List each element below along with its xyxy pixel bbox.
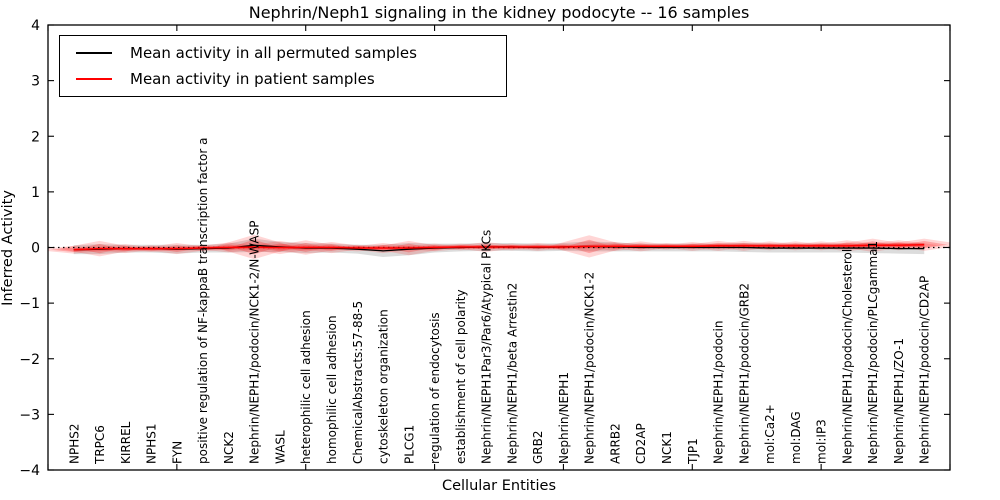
x-category-label: FYN — [170, 441, 184, 464]
legend-label: Mean activity in all permuted samples — [130, 44, 417, 62]
x-category-label: mol:DAG — [789, 411, 803, 464]
x-category-label: mol:IP3 — [815, 419, 829, 464]
legend: Mean activity in all permuted samples Me… — [59, 35, 507, 97]
x-category-label: establishment of cell polarity — [454, 289, 468, 464]
x-category-label: NCK2 — [222, 431, 236, 464]
x-category-label: WASL — [273, 430, 287, 464]
y-tick-label: −2 — [19, 352, 40, 368]
x-category-label: GRB2 — [531, 430, 545, 464]
x-category-label: Nephrin/NEPH1/ZO-1 — [892, 338, 906, 464]
x-category-label: Nephrin/NEPH1/podocin/NCK1-2 — [583, 272, 597, 464]
x-category-label: ARRB2 — [608, 423, 622, 464]
y-tick-label: 1 — [31, 185, 40, 201]
x-category-label: CD2AP — [634, 423, 648, 464]
x-category-label: heterophilic cell adhesion — [299, 310, 313, 464]
y-tick-label: 0 — [31, 241, 40, 257]
legend-label: Mean activity in patient samples — [130, 70, 375, 88]
legend-entry-patient: Mean activity in patient samples — [60, 67, 506, 91]
x-category-label: Nephrin/NEPH1/podocin/Cholesterol — [840, 249, 854, 464]
x-category-label: Nephrin/NEPH1/podocin — [712, 321, 726, 464]
y-tick-label: 3 — [31, 74, 40, 90]
legend-entry-permuted: Mean activity in all permuted samples — [60, 41, 506, 65]
x-category-label: TJP1 — [686, 438, 700, 465]
x-category-label: Nephrin/NEPH1/podocin/PLCgamma1 — [866, 241, 880, 464]
permuted-line-swatch — [76, 52, 112, 54]
x-category-label: homophilic cell adhesion — [325, 315, 339, 464]
x-category-label: Nephrin/NEPH1Par3/Par6/Atypical PKCs — [480, 230, 494, 464]
x-category-label: TRPC6 — [93, 425, 107, 465]
x-category-label: PLCG1 — [402, 425, 416, 464]
x-axis-label: Cellular Entities — [441, 478, 557, 494]
x-category-label: positive regulation of NF-kappaB transcr… — [196, 138, 210, 464]
y-tick-label: −4 — [19, 463, 40, 479]
x-category-label: regulation of endocytosis — [428, 312, 442, 464]
y-tick-label: −3 — [19, 407, 40, 423]
chart-title: Nephrin/Neph1 signaling in the kidney po… — [248, 3, 750, 22]
patient-mean-line — [73, 243, 925, 251]
x-category-label: Nephrin/NEPH1/podocin/GRB2 — [737, 283, 751, 464]
y-tick-label: 4 — [31, 18, 40, 34]
patient-line-swatch — [76, 78, 112, 80]
x-category-label: NCK1 — [660, 431, 674, 464]
x-category-label: NPHS2 — [67, 424, 81, 465]
plot-contents — [48, 234, 950, 260]
x-category-label: Nephrin/NEPH1 — [557, 372, 571, 464]
x-category-label: ChemicalAbstracts:57-88-5 — [351, 301, 365, 464]
x-category-label: Nephrin/NEPH1/beta Arrestin2 — [505, 283, 519, 464]
y-tick-label: −1 — [19, 296, 40, 312]
y-tick-label: 2 — [31, 129, 40, 145]
x-category-label: cytoskeleton organization — [377, 309, 391, 464]
x-category-label: Nephrin/NEPH1/podocin/NCK1-2/N-WASP — [248, 221, 262, 464]
x-category-label: Nephrin/NEPH1/podocin/CD2AP — [918, 276, 932, 464]
x-category-label: KIRREL — [119, 421, 133, 464]
x-category-label: NPHS1 — [145, 424, 159, 465]
x-category-label: mol:Ca2+ — [763, 404, 777, 464]
